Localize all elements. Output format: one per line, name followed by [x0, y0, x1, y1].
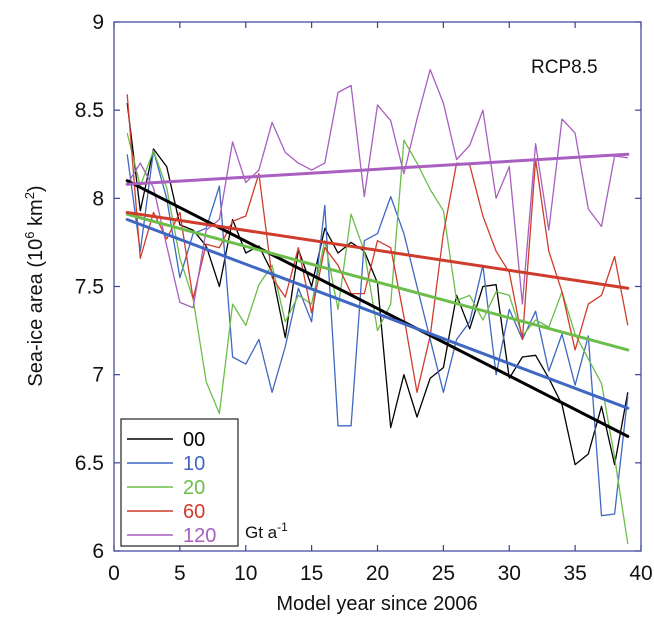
trend-line-60 [125, 210, 630, 290]
x-tick-label: 30 [498, 562, 521, 585]
y-tick-label: 6 [92, 540, 104, 563]
y-tick-label: 7.5 [75, 276, 104, 299]
x-tick-label: 15 [300, 562, 323, 585]
y-tick-label: 6.5 [75, 452, 104, 475]
ticks-layer: 0 5 10 15 20 25 30 35 40 6 6.5 7 7.5 8 8.5 9 [75, 11, 653, 585]
trend-line-00 [125, 179, 630, 438]
series-line-60 [126, 94, 629, 393]
trend-line-10 [125, 217, 630, 410]
y-tick-label: 8.5 [75, 99, 104, 122]
y-axis-label: Sea-ice area (106 km2) [22, 185, 47, 386]
x-tick-label: 20 [366, 562, 389, 585]
trend-line-20 [125, 212, 630, 352]
x-tick-label: 5 [174, 562, 186, 585]
legend-label-10: 10 [183, 453, 205, 475]
x-tick-label: 0 [108, 562, 120, 585]
series-layer [125, 68, 630, 544]
x-tick-label: 35 [563, 562, 586, 585]
legend-label-00: 00 [183, 429, 205, 451]
legend-label-120: 120 [183, 525, 216, 547]
y-tick-label: 7 [92, 364, 104, 387]
x-tick-label: 25 [432, 562, 455, 585]
y-tick-label: 8 [92, 187, 104, 210]
legend-label-20: 20 [183, 477, 205, 499]
trend-line-120 [125, 152, 630, 186]
annotation-rcp: RCP8.5 [531, 57, 598, 78]
legend-unit: Gt a-1 [245, 520, 288, 542]
series-line-120 [126, 68, 628, 309]
x-tick-label: 10 [234, 562, 257, 585]
legend-box [120, 418, 239, 547]
series-line-10 [126, 150, 629, 517]
x-axis-label: Model year since 2006 [276, 593, 477, 615]
legend-label-60: 60 [183, 501, 205, 523]
y-tick-label: 9 [92, 11, 104, 34]
series-line-20 [126, 132, 629, 544]
x-tick-label: 40 [629, 562, 652, 585]
